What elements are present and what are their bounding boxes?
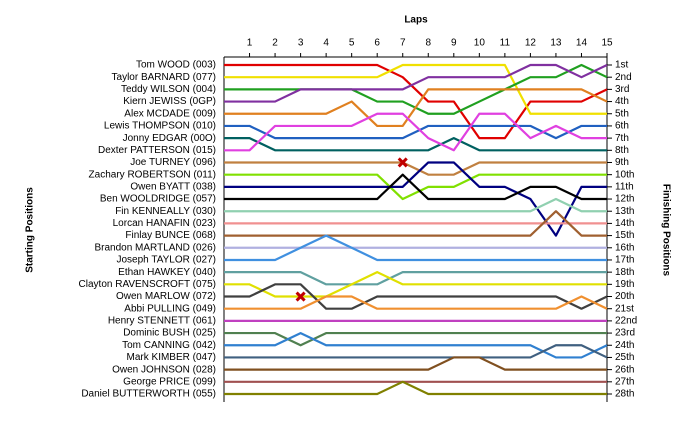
position-line bbox=[224, 161, 607, 176]
position-line bbox=[224, 344, 608, 359]
driver-label: George PRICE (099) bbox=[123, 376, 216, 387]
y2-tick-label: 8th bbox=[615, 145, 629, 156]
x-tick-label: 15 bbox=[601, 38, 613, 49]
y2-tick-label: 6th bbox=[615, 121, 629, 132]
driver-label: Teddy WILSON (004) bbox=[121, 84, 216, 95]
y2-tick-label: 20th bbox=[615, 291, 634, 302]
x-tick-label: 7 bbox=[400, 38, 406, 49]
x-tick-label: 1 bbox=[247, 38, 253, 49]
driver-label: Lewis THOMPSON (010) bbox=[104, 121, 216, 132]
y2-tick-label: 28th bbox=[615, 389, 634, 400]
driver-label: Mark KIMBER (047) bbox=[127, 352, 216, 363]
y2-tick-label: 5th bbox=[615, 108, 629, 119]
position-line bbox=[224, 63, 608, 140]
position-line bbox=[224, 63, 608, 103]
driver-label: Taylor BARNARD (077) bbox=[112, 72, 216, 83]
driver-label: Dexter PATTERSON (015) bbox=[98, 145, 216, 156]
driver-label: Clayton RAVENSCROFT (075) bbox=[79, 279, 216, 290]
position-line bbox=[224, 161, 607, 237]
driver-label: Abbi PULLING (049) bbox=[124, 303, 216, 314]
driver-label: Joe TURNEY (096) bbox=[130, 157, 216, 168]
position-line bbox=[224, 356, 607, 371]
driver-label: Finlay BUNCE (068) bbox=[125, 230, 216, 241]
x-tick-label: 10 bbox=[474, 38, 486, 49]
driver-label: Fin KENNEALLY (030) bbox=[115, 206, 216, 217]
driver-label: Ben WOOLDRIDGE (057) bbox=[100, 194, 216, 205]
position-line bbox=[224, 271, 607, 298]
y2-tick-label: 19th bbox=[615, 279, 634, 290]
x-tick-label: 2 bbox=[272, 38, 278, 49]
x-tick-label: 11 bbox=[500, 38, 511, 49]
x-tick-label: 13 bbox=[550, 38, 562, 49]
driver-label: Ethan HAWKEY (040) bbox=[118, 267, 216, 278]
y2-tick-label: 25th bbox=[615, 352, 634, 363]
x-tick-label: 9 bbox=[451, 38, 457, 49]
crash-marker bbox=[397, 157, 408, 168]
y2-tick-label: 11th bbox=[615, 181, 634, 192]
position-line bbox=[224, 63, 607, 115]
x-tick-label: 5 bbox=[349, 38, 355, 49]
x-axis-label: Laps bbox=[404, 15, 428, 26]
driver-label: Tom CANNING (042) bbox=[122, 340, 216, 351]
y2-tick-label: 14th bbox=[615, 218, 634, 229]
y2-tick-label: 22nd bbox=[615, 316, 637, 327]
driver-label: Kiern JEWISS (0GP) bbox=[123, 96, 216, 107]
y2-tick-label: 7th bbox=[615, 133, 629, 144]
x-tick-label: 8 bbox=[425, 38, 431, 49]
driver-label: Alex MCDADE (009) bbox=[124, 108, 216, 119]
y2-tick-label: 16th bbox=[615, 242, 634, 253]
position-line bbox=[224, 197, 607, 213]
y2-tick-label: 13th bbox=[615, 206, 634, 217]
driver-label: Owen MARLOW (072) bbox=[116, 291, 216, 302]
position-line bbox=[224, 234, 607, 262]
y2-tick-label: 17th bbox=[615, 255, 634, 266]
y2-tick-label: 21st bbox=[615, 303, 634, 314]
y2-tick-label: 23rd bbox=[615, 328, 635, 339]
y2-tick-label: 12th bbox=[615, 194, 634, 205]
y2-tick-label: 4th bbox=[615, 96, 629, 107]
driver-label: Zachary ROBERTSON (011) bbox=[89, 169, 216, 180]
crash-marker bbox=[295, 291, 306, 302]
y2-tick-label: 3rd bbox=[615, 84, 629, 95]
x-tick-label: 14 bbox=[576, 38, 588, 49]
driver-label: Daniel BUTTERWORTH (055) bbox=[81, 389, 216, 400]
driver-label: Henry STENNETT (061) bbox=[108, 316, 216, 327]
driver-label: Jonny EDGAR (00O) bbox=[123, 133, 216, 144]
position-line bbox=[224, 112, 607, 152]
y2-tick-label: 26th bbox=[615, 364, 634, 375]
y-axis-label: Starting Positions bbox=[25, 187, 36, 273]
y2-tick-label: 9th bbox=[615, 157, 629, 168]
driver-label: Brandon MARTLAND (026) bbox=[94, 242, 216, 253]
position-line bbox=[224, 173, 607, 201]
driver-label: Owen BYATT (038) bbox=[130, 181, 216, 192]
x-tick-label: 6 bbox=[374, 38, 380, 49]
position-line bbox=[224, 88, 608, 128]
driver-label: Lorcan HANAFIN (023) bbox=[113, 218, 216, 229]
y2-tick-label: 27th bbox=[615, 376, 634, 387]
y2-tick-label: 18th bbox=[615, 267, 634, 278]
position-line bbox=[224, 295, 608, 310]
position-line bbox=[224, 271, 607, 286]
driver-label: Tom WOOD (003) bbox=[136, 60, 216, 71]
driver-label: Joseph TAYLOR (027) bbox=[117, 255, 217, 266]
position-line bbox=[224, 137, 607, 152]
x-tick-label: 4 bbox=[323, 38, 329, 49]
position-line bbox=[224, 380, 607, 396]
y2-tick-label: 24th bbox=[615, 340, 634, 351]
driver-label: Owen JOHNSON (028) bbox=[112, 364, 216, 375]
y2-axis-label: Finishing Positions bbox=[660, 184, 671, 277]
position-line bbox=[224, 173, 607, 201]
x-tick-label: 12 bbox=[525, 38, 537, 49]
driver-label: Dominic BUSH (025) bbox=[123, 328, 216, 339]
y2-tick-label: 10th bbox=[615, 169, 634, 180]
y2-tick-label: 1st bbox=[615, 60, 629, 71]
x-tick-label: 3 bbox=[298, 38, 304, 49]
position-line bbox=[224, 210, 607, 237]
y2-tick-label: 15th bbox=[615, 230, 634, 241]
y2-tick-label: 2nd bbox=[615, 72, 632, 83]
position-line bbox=[224, 283, 608, 310]
